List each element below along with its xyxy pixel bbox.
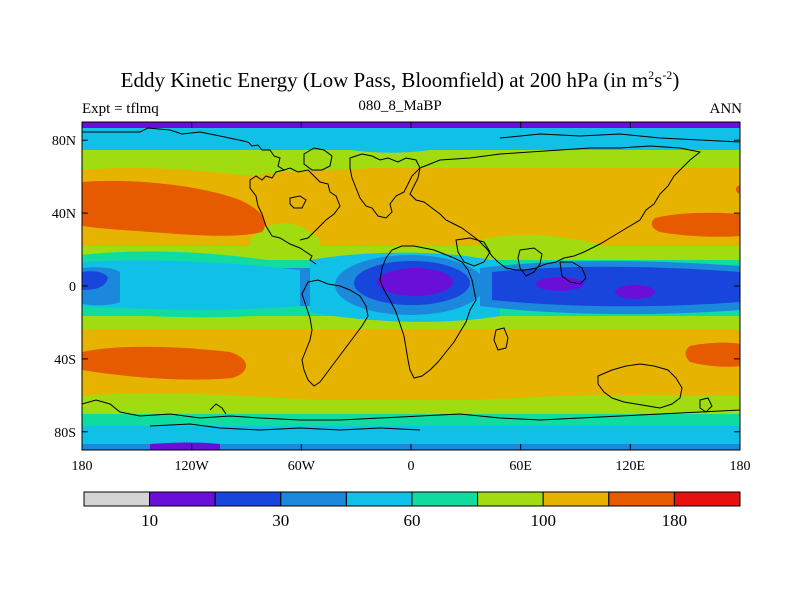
band-south-subtrop xyxy=(82,316,740,330)
colorbar-box xyxy=(280,491,347,507)
coastline-greenland xyxy=(303,147,333,171)
coastline-europe xyxy=(349,153,421,219)
season-label: ANN xyxy=(709,101,743,117)
green-bulge-north xyxy=(82,159,370,176)
y-tick-label: 40S xyxy=(54,353,76,368)
coastline-new-zealand xyxy=(699,397,713,413)
deep-blue-core-indopacific xyxy=(492,266,740,307)
coastline-southeast-asia xyxy=(559,261,587,285)
map-field xyxy=(82,122,740,450)
x-tick-label: 0 xyxy=(408,459,415,474)
coastline-antarctic-peninsula xyxy=(209,403,227,415)
coastline-arabia xyxy=(455,237,491,267)
coastline-greenland-canada xyxy=(82,127,249,143)
colorbar: 10 30 60 100 180 xyxy=(83,491,741,530)
band-antarctic xyxy=(82,426,740,444)
y-tick-label: 80S xyxy=(54,426,76,441)
colorbar-box xyxy=(608,491,675,507)
colorbar-box xyxy=(345,491,413,507)
axis-ticks: 180 120W 60W 0 60E 120E 180 80N 40N 0 40S 80S xyxy=(52,122,751,474)
colorbar-box xyxy=(411,491,479,507)
violet-core-india xyxy=(536,277,584,291)
coastline-antarctica xyxy=(82,399,740,421)
experiment-label: Expt = tflmq xyxy=(82,101,159,117)
period-label: 080_8_MaBP xyxy=(358,98,442,114)
x-tick-label: 180 xyxy=(72,459,93,474)
coastline-india xyxy=(517,247,543,277)
x-tick-label: 180 xyxy=(730,459,751,474)
colorbar-label: 60 xyxy=(404,511,421,530)
green-eurasia-south xyxy=(480,234,600,260)
colorbar-box xyxy=(149,491,216,507)
coastlines xyxy=(82,127,740,431)
red-storm-track-south-pacific xyxy=(82,346,247,380)
y-tick-label: 0 xyxy=(69,280,76,295)
colorbar-label: 10 xyxy=(141,511,158,530)
violet-core-wpacific xyxy=(615,285,655,299)
coastline-arctic xyxy=(499,133,740,143)
x-tick-label: 120W xyxy=(175,459,210,474)
cyan-bulge-north-atlantic xyxy=(250,128,560,153)
colorbar-box xyxy=(214,491,282,507)
coastline-south-america xyxy=(301,279,369,387)
colorbar-box xyxy=(673,491,741,507)
coastline-north-america xyxy=(247,141,317,265)
y-tick-label: 80N xyxy=(52,134,76,149)
violet-strip-south xyxy=(150,442,220,450)
red-storm-track-north-atlantic xyxy=(651,212,740,237)
coastline-antarctic-interior xyxy=(149,423,421,431)
map-title: Eddy Kinetic Energy (Low Pass, Bloomfiel… xyxy=(120,68,680,92)
violet-core-africa xyxy=(377,268,453,296)
x-tick-label: 60E xyxy=(509,459,532,474)
x-tick-label: 120E xyxy=(616,459,646,474)
x-tick-label: 60W xyxy=(288,459,316,474)
coastline-asia xyxy=(409,145,702,271)
colorbar-label: 30 xyxy=(272,511,289,530)
dark-blue-pacific-west xyxy=(82,271,108,290)
coastline-north-america-east xyxy=(283,167,341,241)
red-storm-track-south-indian xyxy=(685,342,740,367)
colorbar-box xyxy=(477,491,544,507)
colorbar-box xyxy=(542,491,610,507)
coastline-africa xyxy=(379,245,477,379)
colorbar-box xyxy=(83,491,151,507)
red-storm-track-north-pacific xyxy=(82,180,266,236)
cyan-pacific-equatorial xyxy=(82,260,300,310)
colorbar-label: 100 xyxy=(530,511,556,530)
coastline-great-lakes xyxy=(289,195,307,209)
red-storm-track-north-east xyxy=(735,185,740,194)
y-tick-label: 40N xyxy=(52,207,76,222)
coastline-australia xyxy=(597,363,683,409)
green-south-atlantic xyxy=(82,393,740,412)
coastline-madagascar xyxy=(493,327,509,351)
colorbar-label: 180 xyxy=(662,511,688,530)
